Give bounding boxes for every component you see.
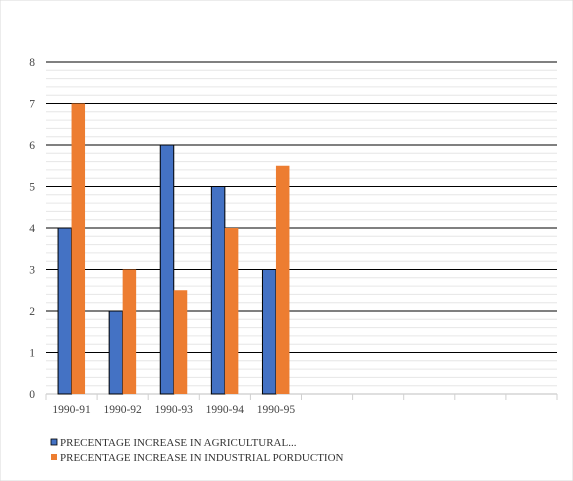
y-tick-label: 8 [29, 57, 35, 69]
x-tick-label: 1990-91 [52, 404, 91, 416]
bar-industrial [275, 165, 290, 394]
bar-agricultural [57, 227, 73, 395]
x-tick-label: 1990-92 [103, 404, 142, 416]
legend-swatch [51, 454, 57, 460]
bar-agricultural [210, 186, 226, 395]
x-axis-dividers [45, 394, 558, 400]
y-tick-label: 4 [29, 223, 35, 235]
bar-agricultural [159, 144, 175, 395]
bar-agricultural [261, 269, 277, 395]
bars [57, 103, 290, 395]
bar-industrial [224, 228, 239, 394]
legend-label: PRECENTAGE INCREASE IN AGRICULTURAL... [60, 437, 297, 449]
y-tick-label: 0 [29, 389, 35, 401]
bar-industrial [71, 103, 86, 394]
y-tick-label: 7 [29, 99, 35, 111]
bar-agricultural [108, 310, 124, 395]
y-tick-label: 3 [29, 265, 35, 277]
x-tick-label: 1990-94 [206, 404, 245, 416]
y-tick-label: 6 [29, 140, 35, 152]
bar-industrial [122, 269, 137, 394]
x-axis-ticks: 1990-91 1990-92 1990-93 1990-94 1990-95 [52, 404, 295, 416]
bar-industrial [173, 290, 188, 394]
y-axis-ticks: 0 1 2 3 4 5 6 7 8 [29, 57, 35, 401]
y-tick-label: 5 [29, 182, 35, 194]
x-tick-label: 1990-93 [155, 404, 194, 416]
y-tick-label: 2 [29, 306, 35, 318]
legend-swatch [50, 438, 58, 446]
y-tick-label: 1 [29, 348, 35, 360]
legend-label: PRECENTAGE INCREASE IN INDUSTRIAL PORDUC… [60, 452, 344, 464]
legend: PRECENTAGE INCREASE IN AGRICULTURAL... PR… [50, 437, 344, 464]
x-tick-label: 1990-95 [257, 404, 296, 416]
